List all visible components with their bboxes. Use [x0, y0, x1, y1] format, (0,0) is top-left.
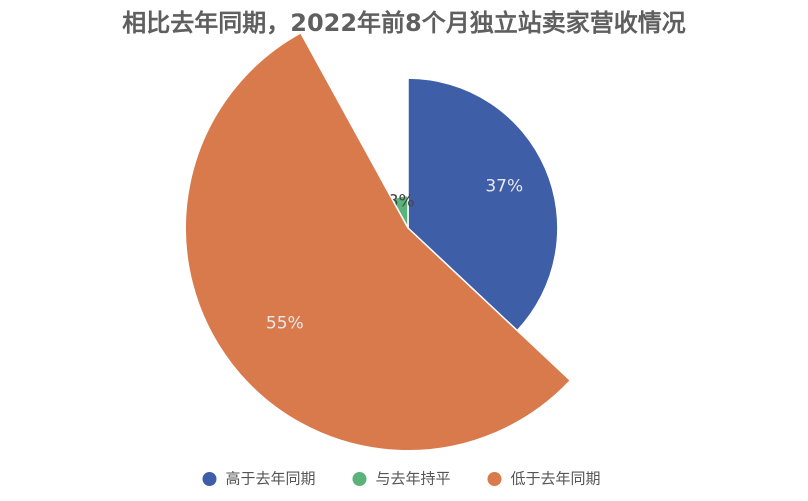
chart-title: 相比去年同期，2022年前8个月独立站卖家营收情况: [122, 9, 686, 37]
legend-label: 与去年持平: [376, 470, 451, 488]
legend-marker: [487, 472, 502, 486]
data-label: 55%: [266, 314, 304, 334]
legend-marker: [202, 472, 217, 486]
pie-slice: [184, 31, 572, 452]
legend-marker: [352, 472, 367, 486]
pie-slice: [407, 77, 559, 332]
legend-label: 高于去年同期: [226, 470, 316, 488]
data-label: 37%: [485, 176, 523, 196]
legend-label: 低于去年同期: [511, 470, 601, 488]
